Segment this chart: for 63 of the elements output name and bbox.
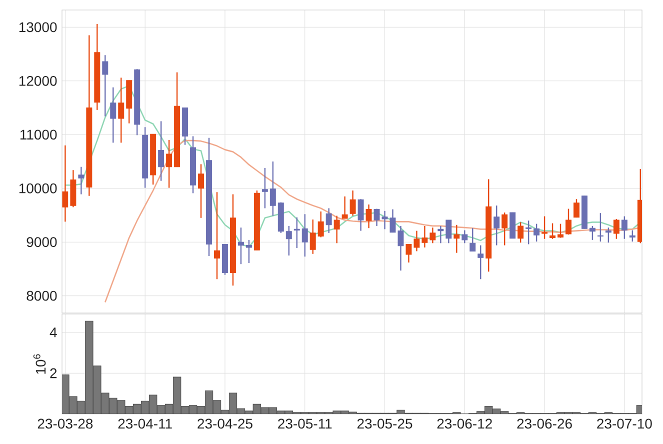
candlestick bbox=[270, 160, 276, 216]
candlestick bbox=[454, 224, 460, 254]
y-tick-label: 8000 bbox=[26, 290, 57, 301]
candlestick bbox=[110, 86, 116, 144]
candlestick bbox=[310, 218, 316, 255]
candlestick bbox=[350, 190, 356, 216]
candlestick bbox=[326, 208, 332, 234]
candlestick bbox=[158, 120, 164, 182]
candlestick bbox=[542, 216, 548, 240]
candlestick bbox=[198, 164, 204, 219]
y-tick-label: 4 bbox=[50, 328, 57, 338]
candlestick bbox=[318, 210, 324, 238]
candlestick bbox=[334, 215, 340, 244]
x-tick-label: 23-04-25 bbox=[198, 418, 252, 429]
candlestick bbox=[78, 166, 84, 195]
candlestick bbox=[286, 225, 292, 256]
candlestick bbox=[214, 192, 220, 280]
y-tick-label: 9000 bbox=[26, 237, 57, 248]
candlestick bbox=[518, 222, 524, 244]
candlestick bbox=[470, 228, 476, 252]
candlestick bbox=[613, 218, 620, 240]
candlestick bbox=[438, 225, 444, 244]
y-axis-title: 10$^{6}$ bbox=[33, 354, 46, 374]
candlestick bbox=[558, 223, 564, 238]
x-tick-label: 23-05-25 bbox=[357, 418, 412, 429]
candlestick bbox=[446, 219, 452, 244]
candlestick bbox=[358, 198, 364, 232]
candlestick bbox=[534, 223, 540, 242]
candlestick bbox=[597, 212, 604, 242]
candlestick bbox=[502, 212, 508, 246]
y-tick-label: 13000 bbox=[19, 22, 57, 32]
y-tick-label: 11000 bbox=[20, 130, 57, 140]
x-tick-label: 23-06-26 bbox=[517, 418, 572, 429]
candlestick bbox=[605, 226, 612, 244]
candlestick bbox=[246, 239, 252, 264]
candlestick bbox=[118, 77, 124, 144]
candlestick bbox=[478, 244, 484, 280]
candlestick bbox=[550, 222, 556, 240]
x-tick-label: 23-04-11 bbox=[118, 418, 172, 429]
candlestick bbox=[574, 198, 580, 218]
candlestick bbox=[366, 204, 372, 229]
candlestick bbox=[166, 139, 172, 188]
x-tick-label: 23-07-10 bbox=[597, 418, 652, 429]
candlestick bbox=[621, 216, 628, 240]
y-tick-label: 2 bbox=[50, 368, 57, 378]
y-tick-label: 10000 bbox=[19, 183, 57, 194]
candlestick bbox=[102, 54, 108, 117]
candlestick bbox=[342, 196, 348, 220]
candlestick bbox=[494, 204, 500, 246]
candlestick bbox=[462, 230, 468, 244]
candlestick bbox=[526, 220, 532, 245]
candlestick bbox=[238, 226, 244, 265]
x-tick-label: 23-05-11 bbox=[278, 418, 332, 429]
x-tick-label: 23-06-12 bbox=[437, 418, 492, 429]
candlestick bbox=[302, 214, 308, 258]
candlestick bbox=[262, 167, 268, 209]
candlestick bbox=[629, 230, 636, 242]
candlestick bbox=[430, 226, 436, 244]
candlestick bbox=[294, 216, 300, 249]
y-tick-label: 12000 bbox=[19, 76, 57, 86]
candlestick bbox=[566, 208, 572, 236]
candlestick bbox=[589, 225, 596, 241]
x-tick-label: 23-03-28 bbox=[38, 418, 93, 429]
